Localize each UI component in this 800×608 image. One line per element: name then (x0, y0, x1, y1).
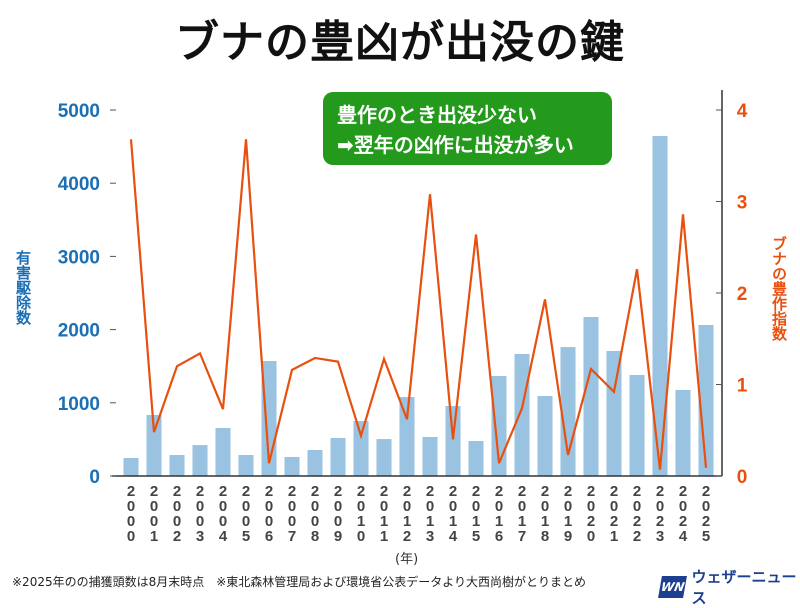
footnote: ※2025年のの捕獲頭数は8月末時点 ※東北森林管理局および環境省公表データより… (12, 573, 586, 590)
logo-mark: WN (658, 576, 687, 598)
weathernews-logo: WN ウェザーニュース (660, 566, 800, 608)
bar-2005 (239, 455, 254, 476)
right-tick-label: 3 (737, 193, 748, 214)
bar-2017 (515, 354, 530, 476)
bar-2004 (216, 428, 231, 476)
bar-2000 (124, 458, 139, 476)
callout-box: 豊作のとき出没少ない ➡翌年の凶作に出没が多い (323, 92, 612, 165)
bar-2007 (285, 457, 300, 476)
left-axis-label: 有害駆除数 (12, 250, 32, 325)
bar-2003 (193, 445, 208, 476)
left-tick-label: 3000 (58, 247, 100, 268)
bar-2013 (423, 437, 438, 476)
left-tick-label: 5000 (58, 101, 100, 122)
left-tick-label: 0 (89, 467, 100, 488)
bar-2010 (354, 421, 369, 476)
right-tick-label: 2 (737, 284, 748, 305)
bar-2009 (331, 438, 346, 476)
bar-2008 (308, 450, 323, 476)
right-tick-label: 1 (737, 376, 748, 397)
bar-2022 (630, 375, 645, 476)
bar-2020 (584, 317, 599, 476)
left-tick-label: 2000 (58, 321, 100, 342)
bar-2014 (446, 406, 461, 476)
logo-name: ウェザーニュース (691, 566, 800, 608)
right-tick-label: 4 (737, 101, 748, 122)
bar-2002 (170, 455, 185, 476)
left-tick-label: 1000 (58, 394, 100, 415)
right-tick-label: 0 (737, 467, 748, 488)
callout-line-1: 豊作のとき出没少ない (337, 100, 598, 130)
right-axis-label: ブナの豊作指数 (768, 236, 788, 341)
bar-2011 (377, 439, 392, 476)
bar-2018 (538, 396, 553, 476)
bar-2024 (676, 390, 691, 476)
x-axis-label: (年) (395, 548, 418, 567)
bar-2015 (469, 441, 484, 476)
bar-2019 (561, 347, 576, 476)
left-tick-label: 4000 (58, 174, 100, 195)
callout-line-2: ➡翌年の凶作に出没が多い (337, 130, 598, 160)
